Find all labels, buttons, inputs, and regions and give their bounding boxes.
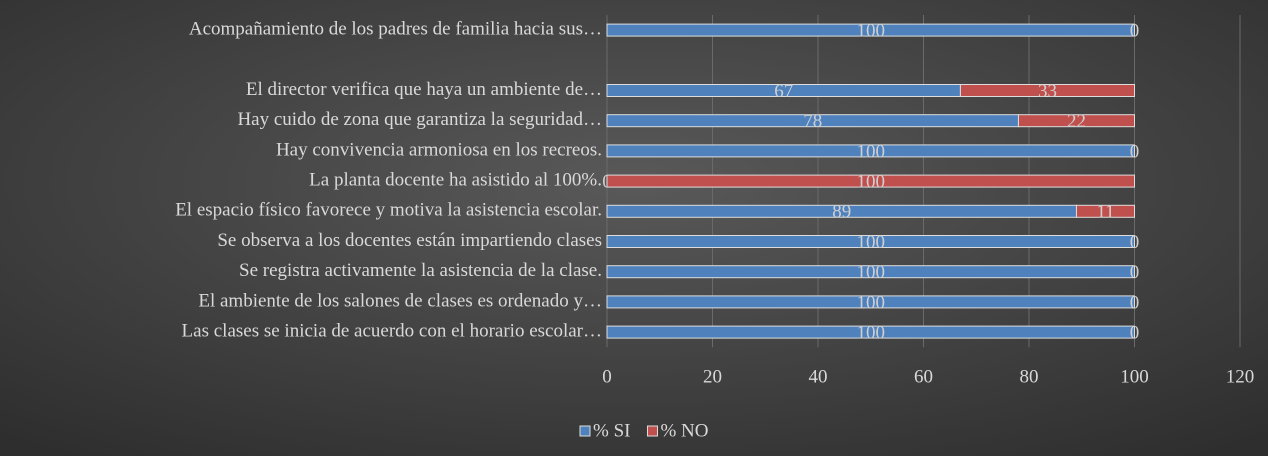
data-label: 100 — [857, 232, 886, 253]
y-tick-label: Hay convivencia armoniosa en los recreos… — [276, 139, 602, 160]
data-label: 0 — [1130, 262, 1140, 283]
data-label: 0 — [1130, 322, 1140, 343]
y-tick-label: El espacio físico favorece y motiva la a… — [175, 200, 602, 221]
bar-segment — [606, 174, 1135, 188]
bar-segment — [606, 144, 1135, 158]
y-tick-label: Hay cuido de zona que garantiza la segur… — [237, 109, 602, 130]
bar-segment — [606, 265, 1135, 279]
legend-swatch — [579, 425, 591, 437]
y-tick-label: Las clases se inicia de acuerdo con el h… — [182, 320, 602, 341]
x-tick-label: 80 — [1020, 366, 1039, 387]
x-tick-label: 40 — [809, 366, 828, 387]
data-label: 0 — [1130, 20, 1140, 41]
data-label: 100 — [857, 322, 886, 343]
x-tick-label: 120 — [1226, 366, 1255, 387]
bar-segment — [1075, 204, 1135, 218]
data-label: 100 — [857, 292, 886, 313]
x-tick-label: 60 — [914, 366, 933, 387]
x-tick-label: 20 — [703, 366, 722, 387]
x-tick-label: 0 — [602, 366, 612, 387]
legend-label: % NO — [660, 420, 708, 441]
data-label: 100 — [857, 262, 886, 283]
data-label: 100 — [857, 171, 886, 192]
bar-segment — [606, 295, 1135, 309]
y-tick-label: Acompañamiento de los padres de familia … — [189, 18, 602, 39]
data-label: 67 — [774, 81, 793, 102]
bar-segment — [606, 325, 1135, 339]
y-tick-label: Se observa a los docentes están impartie… — [217, 230, 602, 251]
legend-swatch — [646, 425, 658, 437]
y-tick-label: El director verifica que haya un ambient… — [246, 79, 602, 100]
data-label: 100 — [857, 141, 886, 162]
data-label: 78 — [803, 111, 822, 132]
bar-segment — [959, 84, 1135, 97]
bar-segment — [1017, 114, 1136, 128]
data-label: 89 — [832, 202, 851, 223]
bar-segment — [606, 235, 1135, 248]
y-tick-label: El ambiente de los salones de clases es … — [198, 290, 602, 311]
data-label: 0 — [1130, 141, 1140, 162]
data-label: 22 — [1067, 111, 1086, 132]
data-label: 100 — [857, 20, 886, 41]
legend-label: % SI — [593, 420, 630, 441]
y-tick-label: Se registra activamente la asistencia de… — [239, 260, 602, 281]
x-tick-label: 100 — [1120, 366, 1149, 387]
data-label: 0 — [1130, 292, 1140, 313]
data-label: 0 — [1130, 232, 1140, 253]
data-label: 11 — [1096, 202, 1114, 223]
data-label: 33 — [1038, 81, 1057, 102]
bar-segment — [606, 23, 1135, 37]
y-tick-label: La planta docente ha asistido al 100%. — [309, 169, 602, 190]
